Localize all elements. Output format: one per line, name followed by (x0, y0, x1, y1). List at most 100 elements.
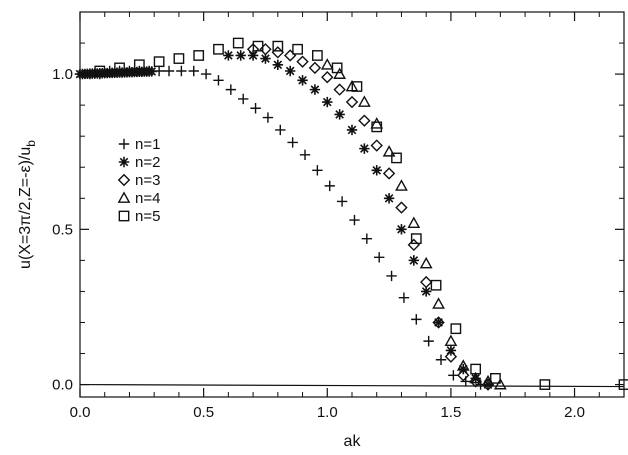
y-tick-label: 1.0 (52, 66, 73, 83)
data-point-star (235, 50, 246, 61)
y-axis-label: u(X=3π/2,Z=-ε)/ub (17, 140, 38, 269)
series-dense-band (74, 66, 157, 80)
data-point-star (396, 224, 407, 235)
data-point-triangle (493, 377, 507, 390)
data-point-star (359, 143, 370, 154)
data-point-star (458, 363, 469, 375)
data-point-plus (336, 196, 348, 207)
data-point-plus (435, 354, 447, 365)
y-axis-label-subscript: b (24, 140, 38, 147)
legend: n=1n=2n=3n=4n=5 (117, 136, 160, 225)
data-point-diamond (358, 114, 371, 127)
data-point-diamond (345, 95, 359, 109)
data-point-triangle (469, 371, 483, 384)
y-tick-label: 0.5 (52, 221, 73, 238)
data-point-plus (411, 314, 422, 325)
data-point-diamond (321, 71, 334, 84)
legend-label: n=4 (135, 190, 160, 207)
data-point-triangle (432, 297, 445, 309)
data-point-diamond (271, 46, 285, 59)
data-point-square (232, 37, 244, 49)
data-point-triangle (333, 67, 347, 79)
series-n-4 (320, 58, 507, 390)
data-point-plus (213, 75, 224, 86)
data-point-star (420, 286, 432, 297)
data-point-square (539, 379, 551, 390)
data-point-diamond (395, 201, 408, 214)
data-point-star (433, 317, 444, 328)
data-point-square (430, 279, 442, 291)
data-point-square (153, 56, 165, 68)
data-point-square (252, 40, 264, 52)
series-n-2 (223, 50, 494, 390)
data-point-star (408, 255, 420, 266)
data-point-diamond (407, 238, 421, 252)
data-point-plus (349, 214, 360, 226)
data-point-star (322, 96, 333, 108)
series-n-5 (94, 37, 628, 390)
data-point-diamond (283, 49, 297, 62)
x-tick-label: 1.0 (317, 404, 338, 421)
data-point-star (309, 84, 321, 95)
data-point-square (371, 121, 383, 133)
data-point-triangle (456, 359, 470, 371)
data-point-triangle (407, 216, 421, 228)
data-point-triangle (444, 334, 458, 346)
data-point-star (334, 109, 345, 120)
legend-marker-triangle (117, 191, 131, 203)
data-point-star (297, 75, 308, 86)
data-point-square (312, 50, 323, 61)
data-point-plus (324, 180, 335, 192)
data-point-square (618, 379, 628, 390)
data-point-plus (225, 84, 237, 95)
data-point-diamond (296, 55, 309, 68)
data-point-diamond (457, 369, 470, 382)
x-axis-label: ak (344, 433, 362, 450)
data-point-triangle (419, 256, 433, 269)
data-point-triangle (370, 117, 384, 129)
data-point-plus (176, 65, 187, 77)
legend-marker-square (118, 210, 130, 222)
data-point-square (331, 62, 343, 74)
data-point-plus (448, 370, 459, 381)
data-point-plus (299, 149, 311, 161)
data-point-square (272, 40, 284, 52)
data-point-star (470, 373, 481, 384)
series-n-3 (246, 43, 495, 391)
x-tick-label: 0.5 (193, 404, 214, 421)
x-tick-label: 2.0 (564, 404, 585, 421)
data-point-square (193, 50, 205, 61)
data-point-star (371, 165, 382, 176)
data-point-diamond (419, 275, 433, 289)
data-point-plus (287, 137, 298, 148)
y-axis-label-main: u(X=3π/2,Z=-ε)/u (17, 147, 34, 269)
data-point-square (351, 81, 363, 92)
data-point-star (383, 193, 395, 204)
data-point-square (391, 152, 402, 164)
data-point-plus (374, 252, 385, 263)
data-point-square (173, 53, 185, 64)
data-point-diamond (382, 167, 396, 180)
legend-label: n=1 (135, 136, 160, 153)
legend-marker-diamond (117, 173, 131, 187)
data-point-diamond (370, 139, 383, 152)
data-point-square (292, 43, 303, 55)
data-point-plus (200, 68, 212, 80)
data-point-triangle (395, 179, 408, 191)
y-tick-label: 0.0 (52, 377, 73, 394)
data-point-diamond (246, 43, 260, 56)
plot-frame: 0.0 0.5 1.0 1.5 2.0 0.0 0.5 1.0 (52, 11, 625, 421)
zero-reference-line (79, 383, 625, 388)
series-n-1 (84, 65, 486, 390)
data-point-star (346, 124, 358, 136)
data-point-triangle (357, 95, 371, 107)
data-point-plus (163, 65, 175, 77)
data-point-diamond (432, 316, 445, 329)
data-point-square (450, 323, 462, 335)
data-point-square (213, 43, 224, 55)
legend-label: n=5 (135, 208, 160, 225)
legend-label: n=2 (135, 154, 160, 171)
data-point-star (260, 53, 271, 64)
data-point-diamond (308, 61, 322, 75)
